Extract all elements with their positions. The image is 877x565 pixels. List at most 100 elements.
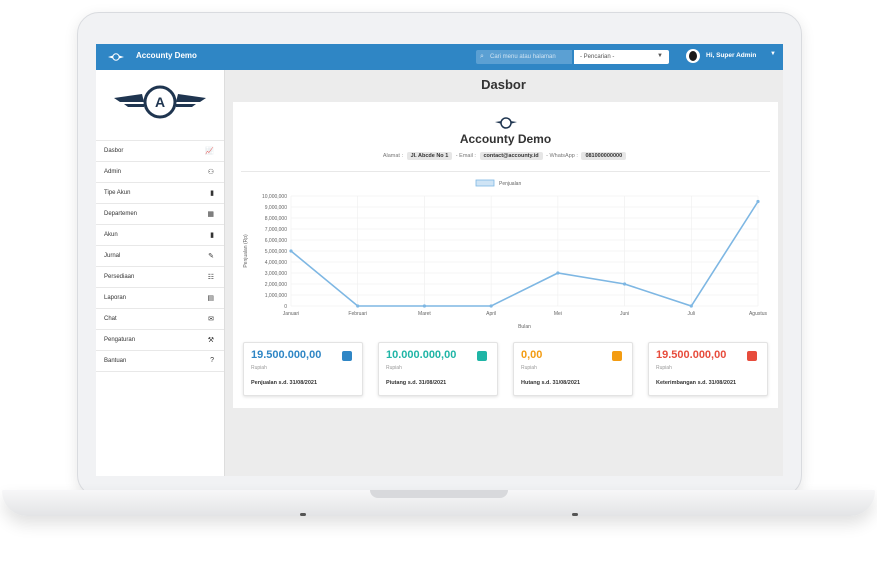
card-label: Keterimbangan s.d. 31/08/2021: [656, 380, 737, 386]
data-point[interactable]: [622, 282, 627, 286]
y-tick-label: 9,000,000: [265, 205, 287, 211]
sidebar-item-label: Chat: [104, 316, 117, 322]
avatar[interactable]: [686, 49, 700, 63]
chevron-down-icon: ▼: [657, 53, 663, 59]
data-point[interactable]: [422, 304, 427, 308]
card-amount: 10.000.000,00: [386, 349, 457, 361]
laptop-notch: [370, 490, 508, 498]
card-unit: Rupiah: [251, 365, 267, 371]
legend-label[interactable]: Penjualan: [499, 181, 521, 187]
question-icon: ?: [210, 357, 214, 364]
summary-card[interactable]: 0,00 Rupiah Hutang s.d. 31/08/2021: [513, 342, 633, 396]
y-tick-label: 4,000,000: [265, 260, 287, 266]
card-amount: 0,00: [521, 349, 543, 361]
receipt-icon: [612, 351, 622, 361]
company-name: Accounty Demo: [459, 132, 552, 146]
y-tick-label: 1,000,000: [265, 293, 287, 299]
email-label: - Email :: [455, 153, 476, 159]
sidebar-menu: Dasbor 📈 Admin ⚇ Tipe Akun ▮ Departemen ▦ Akun ▮ J…: [96, 140, 224, 372]
summary-cards: 19.500.000,00 Rupiah Penjualan s.d. 31/08/…: [233, 342, 778, 398]
building-icon: ▦: [207, 211, 214, 218]
summary-card[interactable]: 10.000.000,00 Rupiah Piutang s.d. 31/08/20…: [378, 342, 498, 396]
x-axis-title: Bulan: [518, 324, 531, 330]
edit-file-icon: ✎: [208, 253, 214, 260]
search-type-select[interactable]: - Pencarian - ▼: [574, 50, 669, 64]
address-label: Alamat :: [382, 153, 404, 159]
data-point[interactable]: [756, 199, 760, 204]
sidebar-item-pengaturan[interactable]: Pengaturan ⚒: [96, 329, 224, 350]
card-label: Penjualan s.d. 31/08/2021: [251, 380, 318, 386]
logo-letter: A: [155, 94, 165, 110]
sidebar-item-tipe-akun[interactable]: Tipe Akun ▮: [96, 182, 224, 203]
sidebar-item-laporan[interactable]: Laporan ▤: [96, 287, 224, 308]
chevron-down-icon[interactable]: ▼: [770, 51, 776, 57]
data-point[interactable]: [289, 249, 293, 253]
balance-scale-icon: [747, 351, 757, 361]
chat-icon: ✉: [208, 316, 214, 323]
sidebar-item-label: Departemen: [104, 211, 138, 217]
y-tick-label: 3,000,000: [265, 271, 287, 277]
sidebar-item-label: Persediaan: [104, 274, 135, 280]
x-tick-label: April: [486, 311, 496, 317]
sidebar-item-persediaan[interactable]: Persediaan ☷: [96, 266, 224, 287]
wings-logo-icon[interactable]: [108, 52, 124, 62]
sidebar-item-bantuan[interactable]: Bantuan?: [96, 350, 224, 372]
user-name[interactable]: Hi, Super Admin: [706, 52, 757, 59]
legend-swatch[interactable]: [475, 179, 495, 187]
address-value: Jl. Abcde No 1: [406, 152, 453, 160]
card-amount: 19.500.000,00: [251, 349, 322, 361]
dashboard-panel: Accounty Demo Alamat : Jl. Abcde No 1 - …: [233, 102, 778, 408]
cash-register-icon: [342, 351, 352, 361]
users-icon: ⚇: [207, 169, 214, 176]
laptop-foot: [300, 513, 306, 516]
sidebar-item-label: Jurnal: [104, 253, 121, 259]
sidebar: A Dasbor 📈 Admin ⚇ Tipe Akun ▮ Departemen ▦ Akun…: [96, 70, 225, 476]
x-tick-label: Maret: [418, 311, 431, 317]
page-title: Dasbor: [481, 77, 526, 92]
email-value[interactable]: contact@accounty.id: [479, 152, 543, 160]
whatsapp-label: - WhatsApp :: [546, 153, 578, 159]
y-tick-label: 6,000,000: [265, 238, 287, 244]
sidebar-item-label: Admin: [104, 169, 122, 175]
summary-card[interactable]: 19.500.000,00 Rupiah Keterimbangan s.d. 31…: [648, 342, 768, 396]
search-input[interactable]: ⌕ Cari menu atau halaman: [476, 50, 572, 64]
data-point[interactable]: [689, 304, 693, 308]
data-point[interactable]: [556, 271, 560, 275]
sidebar-item-label: Dasbor: [104, 148, 124, 154]
search-icon: ⌕: [480, 53, 484, 60]
search-select-value: - Pencarian -: [580, 54, 615, 60]
card-unit: Rupiah: [656, 365, 672, 371]
sidebar-item-label: Bantuan: [104, 358, 127, 364]
sidebar-item-label: Tipe Akun: [104, 190, 131, 196]
tools-icon: ⚒: [207, 337, 214, 344]
sidebar-item-departemen[interactable]: Departemen ▦: [96, 203, 224, 224]
x-tick-label: Juli: [688, 311, 696, 317]
whatsapp-value[interactable]: 081000000000: [581, 152, 627, 160]
data-point[interactable]: [356, 304, 360, 308]
summary-card[interactable]: 19.500.000,00 Rupiah Penjualan s.d. 31/08/…: [243, 342, 363, 396]
card-amount: 19.500.000,00: [656, 349, 727, 361]
card-unit: Rupiah: [386, 365, 402, 371]
x-tick-label: Januari: [283, 311, 299, 317]
accounty-logo-icon: A: [114, 85, 206, 119]
card-label: Piutang s.d. 31/08/2021: [386, 380, 447, 386]
sidebar-item-dasbor[interactable]: Dasbor 📈: [96, 140, 224, 161]
x-tick-label: Agustus: [749, 311, 768, 317]
sidebar-item-label: Akun: [104, 232, 118, 238]
y-tick-label: 10,000,000: [262, 194, 287, 200]
x-tick-label: Juni: [620, 311, 629, 317]
data-point[interactable]: [489, 304, 493, 308]
laptop-foot: [572, 513, 578, 516]
sidebar-item-chat[interactable]: Chat ✉: [96, 308, 224, 329]
app-title[interactable]: Accounty Demo: [136, 51, 197, 60]
sidebar-item-admin[interactable]: Admin ⚇: [96, 161, 224, 182]
sidebar-item-akun[interactable]: Akun ▮: [96, 224, 224, 245]
company-logo-icon: [495, 117, 517, 129]
divider: [241, 171, 770, 172]
file-icon: ▮: [210, 232, 214, 239]
card-label: Hutang s.d. 31/08/2021: [521, 380, 580, 386]
y-tick-label: 5,000,000: [265, 249, 287, 255]
company-contact: Alamat : Jl. Abcde No 1 - Email : contac…: [233, 152, 778, 160]
y-tick-label: 8,000,000: [265, 216, 287, 222]
sidebar-item-jurnal[interactable]: Jurnal ✎: [96, 245, 224, 266]
